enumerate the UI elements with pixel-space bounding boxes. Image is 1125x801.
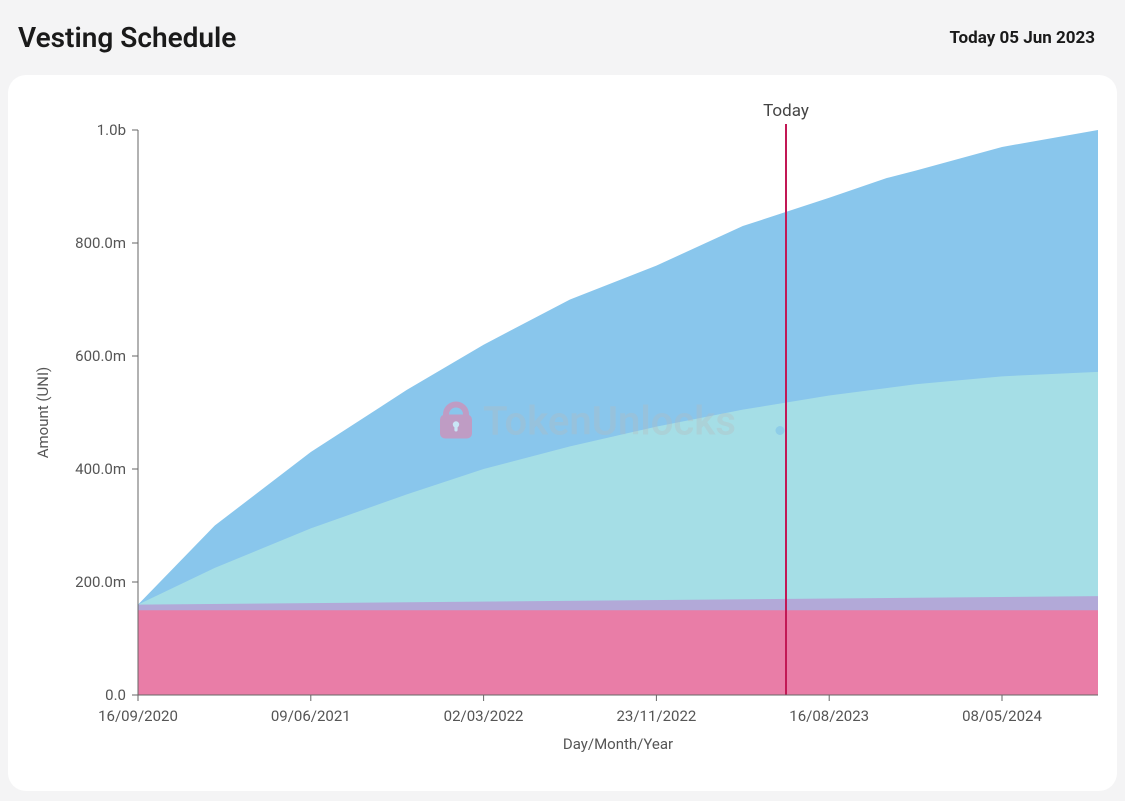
x-tick-label: 16/09/2020	[98, 707, 178, 725]
y-tick-label: 0.0	[105, 686, 126, 704]
chart-card: TokenUnlocks Today 0.0 200.0m 400.0m 600.0m 80…	[8, 75, 1117, 791]
x-tick-label: 02/03/2022	[444, 707, 524, 725]
y-tick-label: 600.0m	[75, 347, 126, 365]
watermark: TokenUnlocks	[440, 398, 785, 445]
y-axis-label: Amount (UNI)	[34, 367, 52, 459]
y-tick-label: 400.0m	[75, 460, 126, 478]
y-tick-label: 200.0m	[75, 573, 126, 591]
watermark-text: TokenUnlocks	[483, 398, 736, 445]
today-date: Today 05 Jun 2023	[949, 28, 1095, 48]
page-header: Vesting Schedule Today 05 Jun 2023	[0, 0, 1125, 75]
x-axis-label: Day/Month/Year	[563, 735, 673, 753]
today-marker-label: Today	[763, 101, 809, 121]
y-tick-label: 1.0b	[97, 121, 126, 139]
page-title: Vesting Schedule	[18, 21, 236, 54]
chart-container: TokenUnlocks Today 0.0 200.0m 400.0m 600.0m 80…	[8, 95, 1117, 781]
x-tick-label: 09/06/2021	[271, 707, 351, 725]
x-tick-label: 16/08/2023	[789, 707, 869, 725]
series-airdrop	[138, 610, 1098, 695]
x-tick-label: 23/11/2022	[616, 707, 696, 725]
x-tick-label: 08/05/2024	[962, 707, 1042, 725]
y-tick-label: 800.0m	[75, 234, 126, 252]
vesting-chart: TokenUnlocks Today 0.0 200.0m 400.0m 600.0m 80…	[8, 95, 1117, 791]
